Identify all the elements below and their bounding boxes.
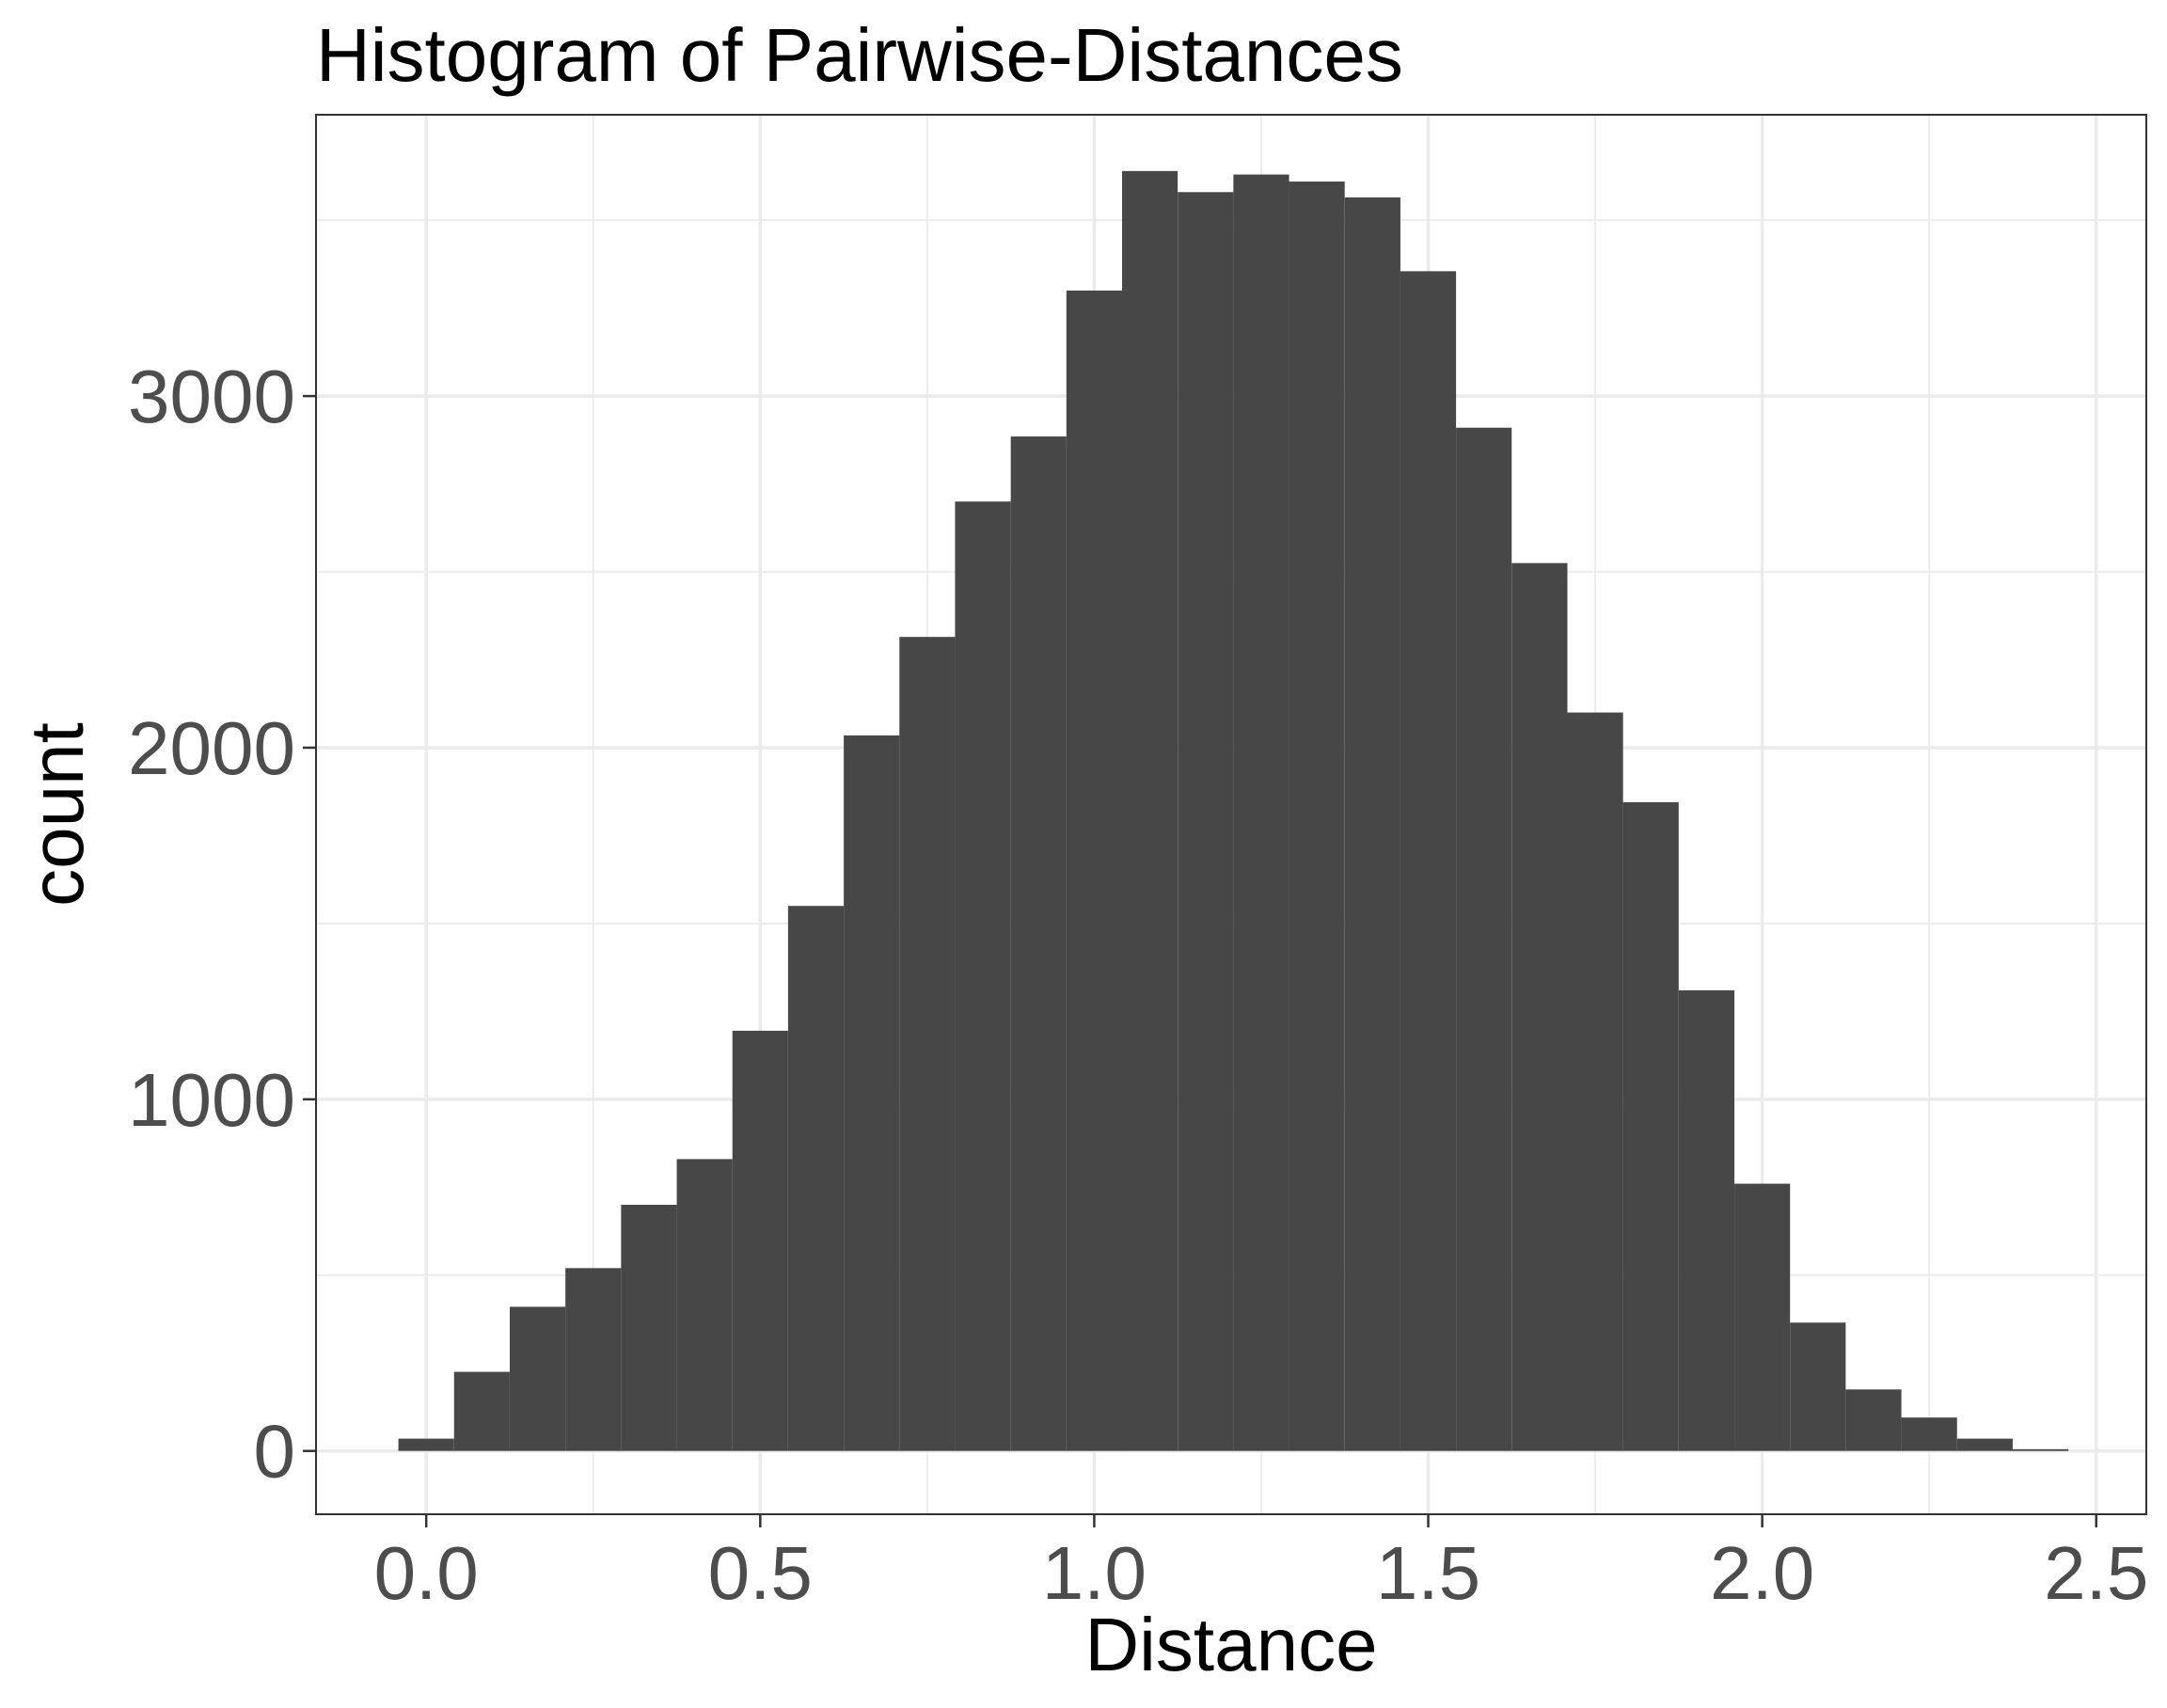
x-tick-label: 1.0 bbox=[1042, 1531, 1147, 1615]
histogram-bar bbox=[732, 1030, 788, 1451]
histogram-bar bbox=[2012, 1448, 2069, 1451]
plot-panel-border bbox=[315, 114, 2147, 1515]
x-tick-label: 2.0 bbox=[1710, 1531, 1814, 1615]
histogram-bar bbox=[899, 637, 956, 1451]
histogram-bar bbox=[1734, 1183, 1791, 1451]
x-tick-label: 0.5 bbox=[708, 1531, 813, 1615]
histogram-bar bbox=[676, 1159, 733, 1451]
x-tick-label: 0.0 bbox=[374, 1531, 479, 1615]
y-tick-label: 1000 bbox=[128, 1058, 295, 1142]
histogram-bar bbox=[1178, 192, 1234, 1451]
histogram-bar bbox=[1511, 562, 1568, 1451]
histogram-bar bbox=[398, 1438, 454, 1451]
histogram-bar bbox=[1121, 170, 1178, 1451]
y-tick-label: 2000 bbox=[128, 706, 295, 790]
histogram-bar bbox=[1400, 271, 1457, 1451]
chart-title: Histogram of Pairwise-Distances bbox=[316, 13, 1403, 97]
y-tick-label: 0 bbox=[254, 1410, 296, 1494]
histogram-bar bbox=[844, 735, 900, 1451]
histogram-bar bbox=[453, 1371, 510, 1451]
histogram-bar bbox=[1567, 712, 1623, 1451]
histogram-bar bbox=[1678, 989, 1735, 1451]
histogram-bar bbox=[1344, 197, 1400, 1451]
histogram-bar bbox=[1010, 436, 1067, 1451]
y-axis: 0 1000 2000 3000 bbox=[128, 355, 316, 1494]
x-tick-label: 2.5 bbox=[2044, 1531, 2148, 1615]
x-axis-title: Distance bbox=[1084, 1603, 1377, 1686]
histogram-bar bbox=[1790, 1322, 1846, 1451]
histogram-bar bbox=[1901, 1417, 1957, 1451]
x-tick-label: 1.5 bbox=[1376, 1531, 1480, 1615]
histogram-bar bbox=[1289, 182, 1345, 1451]
histogram-bar bbox=[787, 906, 845, 1451]
histogram-bar bbox=[1845, 1389, 1902, 1451]
histogram-bar bbox=[621, 1204, 677, 1451]
histogram-bars bbox=[398, 170, 2069, 1451]
x-axis: 0.0 0.5 1.0 1.5 2.0 2.5 bbox=[374, 1514, 2148, 1615]
histogram-bar bbox=[509, 1306, 566, 1451]
histogram-bar bbox=[955, 501, 1011, 1451]
histogram-bar bbox=[565, 1268, 622, 1451]
histogram-bar bbox=[1456, 427, 1512, 1451]
histogram-bar bbox=[1622, 801, 1679, 1451]
histogram-bar bbox=[1233, 174, 1289, 1451]
histogram-bar bbox=[1956, 1438, 2013, 1451]
y-tick-label: 3000 bbox=[128, 355, 295, 438]
y-axis-title: count bbox=[15, 722, 99, 907]
histogram-bar bbox=[1066, 290, 1122, 1451]
